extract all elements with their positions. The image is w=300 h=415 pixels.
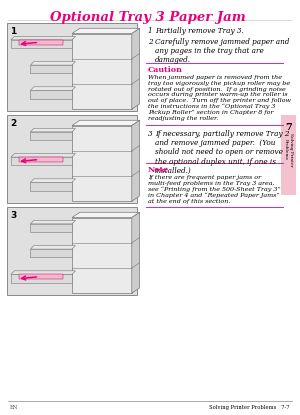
Text: Solving Printer Problems   7-7: Solving Printer Problems 7-7 bbox=[209, 405, 290, 410]
Polygon shape bbox=[72, 28, 140, 34]
Text: Partially remove Tray 3.: Partially remove Tray 3. bbox=[155, 27, 244, 35]
Bar bbox=[20, 274, 63, 279]
Polygon shape bbox=[132, 120, 140, 201]
Text: 7: 7 bbox=[285, 123, 292, 132]
Bar bbox=[20, 39, 63, 45]
Text: If there are frequent paper jams or
multi-feed problems in the Tray 3 area,
see : If there are frequent paper jams or mult… bbox=[148, 175, 280, 204]
Polygon shape bbox=[72, 120, 140, 126]
Bar bbox=[72, 34, 132, 109]
Text: 3: 3 bbox=[10, 211, 16, 220]
Polygon shape bbox=[30, 61, 76, 65]
Polygon shape bbox=[30, 246, 76, 249]
Bar bbox=[30, 65, 72, 73]
Bar bbox=[11, 157, 72, 166]
Text: Solving Printer
Problems: Solving Printer Problems bbox=[284, 133, 293, 167]
Polygon shape bbox=[30, 179, 76, 182]
Bar bbox=[30, 224, 72, 232]
Text: Caution: Caution bbox=[148, 66, 183, 74]
Polygon shape bbox=[132, 212, 140, 293]
Text: Optional Tray 3 Paper Jam: Optional Tray 3 Paper Jam bbox=[50, 11, 246, 24]
Bar bbox=[281, 115, 296, 195]
Polygon shape bbox=[11, 154, 76, 157]
Text: Note: Note bbox=[148, 166, 169, 174]
Text: 3: 3 bbox=[148, 130, 153, 138]
Text: 2: 2 bbox=[10, 119, 16, 128]
Polygon shape bbox=[30, 128, 76, 132]
Bar bbox=[30, 90, 72, 99]
Bar bbox=[11, 274, 72, 283]
Polygon shape bbox=[11, 271, 76, 274]
Text: When jammed paper is removed from the
tray too vigorously the pickup roller may : When jammed paper is removed from the tr… bbox=[148, 75, 291, 121]
Bar bbox=[7, 23, 137, 111]
Bar bbox=[72, 126, 132, 201]
Text: 1: 1 bbox=[10, 27, 16, 36]
Bar bbox=[30, 249, 72, 257]
Bar bbox=[72, 217, 132, 293]
Polygon shape bbox=[11, 37, 76, 40]
Bar bbox=[7, 207, 137, 295]
Bar bbox=[30, 132, 72, 140]
Polygon shape bbox=[30, 87, 76, 90]
Text: 2: 2 bbox=[148, 38, 153, 46]
Bar bbox=[30, 182, 72, 190]
Bar bbox=[20, 157, 63, 162]
Polygon shape bbox=[72, 212, 140, 217]
Bar bbox=[7, 115, 137, 203]
Text: EN: EN bbox=[10, 405, 18, 410]
Text: 1: 1 bbox=[148, 27, 153, 35]
Polygon shape bbox=[30, 220, 76, 224]
Polygon shape bbox=[132, 28, 140, 109]
Bar bbox=[11, 40, 72, 48]
Text: Carefully remove jammed paper and
any pages in the tray that are
damaged.: Carefully remove jammed paper and any pa… bbox=[155, 38, 290, 64]
Text: If necessary, partially remove Tray 2
and remove jammed paper.  (You
should not : If necessary, partially remove Tray 2 an… bbox=[155, 130, 290, 175]
